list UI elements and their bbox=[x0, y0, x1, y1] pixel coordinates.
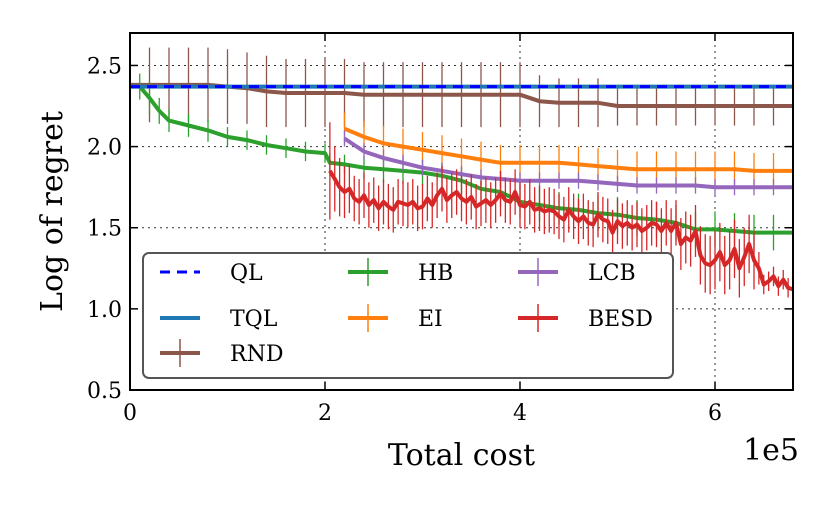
legend-box bbox=[142, 252, 674, 379]
legend-label-ei: EI bbox=[418, 307, 443, 332]
series-ei bbox=[343, 112, 793, 189]
series-layer bbox=[130, 47, 793, 300]
x-axis-label: Total cost bbox=[388, 438, 535, 473]
y-tick-label: 2.0 bbox=[87, 136, 122, 161]
x-tick-label: 6 bbox=[708, 401, 722, 426]
legend-label-rnd: RND bbox=[230, 342, 283, 367]
series-besd bbox=[328, 122, 793, 300]
series-line-ei bbox=[343, 126, 793, 173]
series-line-lcb bbox=[343, 136, 793, 190]
legend-label-lcb: LCB bbox=[588, 261, 636, 286]
y-tick-label: 1.0 bbox=[87, 298, 122, 323]
x-axis-multiplier: 1e5 bbox=[743, 433, 799, 468]
plot-frame bbox=[129, 32, 794, 391]
x-tick-label: 0 bbox=[123, 401, 137, 426]
y-tick-label: 0.5 bbox=[87, 379, 122, 404]
y-tick-label: 1.5 bbox=[87, 217, 122, 242]
y-tick-label: 2.5 bbox=[87, 54, 122, 79]
legend-label-hb: HB bbox=[418, 261, 453, 286]
x-tick-label: 4 bbox=[513, 401, 527, 426]
legend-label-ql: QL bbox=[230, 261, 263, 286]
x-tick-label: 2 bbox=[318, 401, 332, 426]
legend-label-tql: TQL bbox=[230, 307, 278, 332]
series-line-besd bbox=[328, 169, 793, 292]
y-axis-label: Log of regret bbox=[35, 111, 70, 312]
legend: QL TQL RND HB EI LCB BESD bbox=[142, 252, 674, 379]
legend-label-besd: BESD bbox=[588, 307, 653, 332]
ticks: 0 2 4 6 0.5 1.0 1.5 2.0 2.5 bbox=[87, 33, 793, 426]
series-line-hb bbox=[130, 84, 793, 235]
